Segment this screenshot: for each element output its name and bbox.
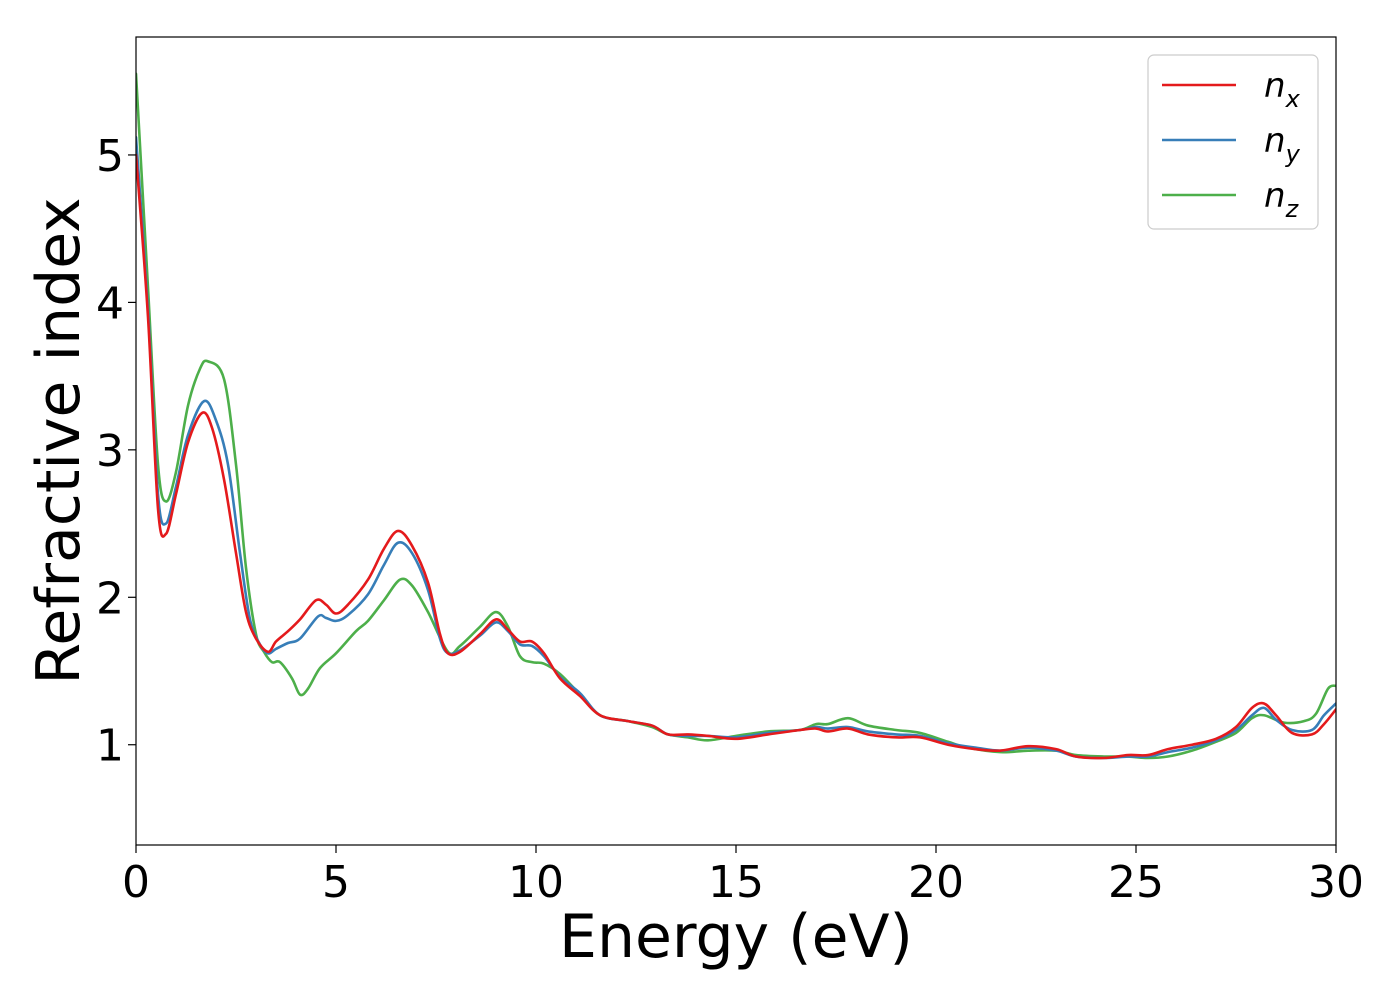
- legend-label-n-y: ny: [1264, 121, 1301, 168]
- legend-label-base: n: [1264, 66, 1286, 106]
- x-tick-label: 5: [322, 857, 350, 908]
- legend-label-base: n: [1264, 121, 1286, 161]
- y-tick-label: 2: [96, 573, 124, 624]
- x-tick-label: 20: [908, 857, 964, 908]
- legend-label-n-z: nz: [1264, 176, 1300, 223]
- x-tick-label: 0: [122, 857, 150, 908]
- x-tick-label: 15: [708, 857, 764, 908]
- x-tick-label: 25: [1108, 857, 1164, 908]
- series-layer: [136, 72, 1336, 760]
- x-tick-label: 30: [1308, 857, 1364, 908]
- y-tick-label: 5: [96, 131, 124, 182]
- legend-box: [1147, 54, 1319, 230]
- y-axis-title: Refractive index: [24, 197, 94, 684]
- legend-label-subscript: x: [1285, 85, 1301, 113]
- plot-area: [135, 36, 1337, 846]
- legend-label-n-x: nx: [1264, 66, 1301, 113]
- series-line-n-x: [136, 153, 1336, 760]
- x-tick-label: 10: [508, 857, 564, 908]
- y-tick-label: 4: [96, 278, 124, 329]
- y-axis-ticks: 1 2 3 4 5: [96, 131, 136, 772]
- legend-label-subscript: y: [1285, 140, 1301, 168]
- x-axis-ticks: 0 5 10 15 20 25 30: [122, 845, 1364, 908]
- x-axis-title: Energy (eV): [559, 902, 913, 972]
- y-tick-label: 3: [96, 426, 124, 477]
- legend-label-base: n: [1264, 176, 1286, 216]
- legend-label-subscript: z: [1285, 195, 1300, 223]
- y-tick-label: 1: [96, 721, 124, 772]
